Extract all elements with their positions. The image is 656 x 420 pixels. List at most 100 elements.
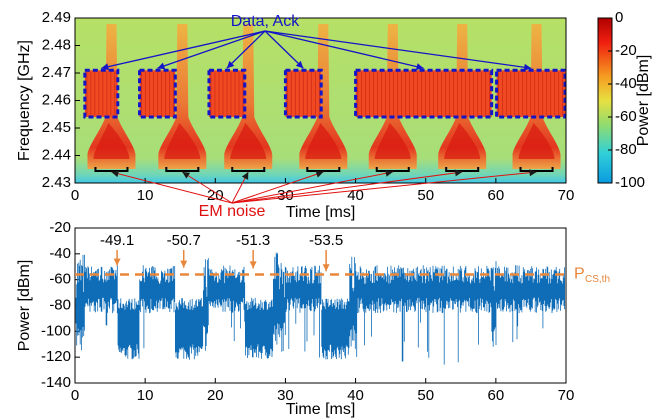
noise-bracket — [306, 167, 341, 172]
threshold-label: P — [574, 266, 585, 283]
y-tick-label: 2.44 — [42, 146, 71, 163]
em-noise-core — [305, 123, 342, 159]
packet-texture — [141, 72, 175, 115]
x-tick-label: 50 — [417, 187, 434, 204]
noise-arrow — [231, 171, 324, 204]
packet-box — [138, 68, 177, 119]
x-tick-label: 20 — [207, 387, 224, 404]
x-tick-label: 10 — [137, 387, 154, 404]
y-tick-label: -120 — [41, 348, 71, 365]
peak-arrowhead — [322, 264, 330, 272]
noise-bracket — [231, 167, 266, 172]
x-tick-label: 20 — [207, 187, 224, 204]
noise-bracket — [94, 167, 129, 172]
noise-arrow — [231, 171, 463, 204]
y-tick-label: 2.48 — [42, 36, 71, 53]
packet-arrowhead — [523, 63, 532, 71]
y-tick-label: -140 — [41, 374, 71, 391]
x-tick-label: 30 — [277, 387, 294, 404]
noise-bracket — [165, 167, 200, 172]
peak-label: -53.5 — [309, 232, 343, 249]
y-axis-label: Power [dBm] — [16, 260, 33, 352]
y-tick-label: 2.49 — [42, 9, 71, 26]
colorbar — [597, 17, 613, 184]
x-tick-label: 0 — [71, 387, 79, 404]
y-tick-label: 2.46 — [42, 91, 71, 108]
noise-bracket — [445, 167, 480, 172]
packet-texture — [86, 72, 116, 115]
y-tick-label: -20 — [49, 219, 71, 236]
colorbar-tick-label: 0 — [615, 9, 623, 26]
x-tick-label: 50 — [417, 387, 434, 404]
colorbar-tick-label: -80 — [615, 141, 637, 158]
threshold-subscript: CS,th — [585, 274, 610, 285]
packet-arrow — [101, 30, 266, 69]
packet-band — [355, 70, 492, 117]
packet-band — [84, 70, 118, 117]
packet-box — [283, 68, 323, 119]
packet-arrow — [226, 30, 266, 69]
x-axis-label: Time [ms] — [286, 401, 356, 418]
y-tick-label: -100 — [41, 322, 71, 339]
noise-bracket — [519, 167, 554, 172]
y-tick-label: -40 — [49, 245, 71, 262]
y-axis-label: Frequency [GHz] — [16, 40, 33, 161]
noise-arrow — [182, 171, 233, 204]
x-tick-label: 60 — [488, 187, 505, 204]
noise-annotation: EM noise — [199, 203, 266, 220]
x-tick-label: 10 — [137, 187, 154, 204]
y-tick-label: 2.47 — [42, 64, 71, 81]
y-tick-label: 2.43 — [42, 174, 71, 191]
noise-arrow — [111, 171, 233, 204]
x-tick-label: 70 — [558, 187, 575, 204]
em-noise-core — [374, 123, 411, 159]
spectrogram-area — [75, 18, 566, 183]
packet-box — [207, 68, 247, 119]
noise-arrowhead — [111, 170, 120, 178]
packet-arrow — [157, 30, 266, 69]
x-tick-label: 0 — [71, 187, 79, 204]
em-noise-core — [518, 123, 555, 159]
colorbar-tick-label: -60 — [615, 108, 637, 125]
em-noise — [224, 24, 273, 169]
packet-texture — [357, 72, 491, 115]
noise-bracket — [375, 167, 410, 172]
peak-arrowhead — [180, 260, 188, 268]
packet-box — [495, 68, 567, 119]
x-tick-label: 40 — [347, 387, 364, 404]
packet-texture — [210, 72, 244, 115]
em-noise-core — [93, 123, 130, 159]
packet-texture — [286, 72, 320, 115]
em-noise — [158, 24, 207, 169]
x-tick-label: 60 — [488, 387, 505, 404]
packet-arrowhead — [295, 60, 304, 69]
peak-label: -49.1 — [100, 232, 134, 249]
packet-arrowhead — [101, 63, 109, 71]
power-trace — [75, 252, 565, 365]
packet-box — [83, 68, 120, 119]
noise-arrowhead — [529, 169, 537, 177]
plot-frame — [74, 227, 567, 384]
noise-arrowhead — [385, 169, 393, 177]
noise-arrowhead — [241, 172, 249, 180]
noise-arrow — [231, 171, 393, 204]
y-tick-label: -80 — [49, 296, 71, 313]
peak-label: -50.7 — [167, 232, 201, 249]
packet-arrowhead — [415, 63, 424, 71]
packet-box — [354, 68, 494, 119]
packet-arrow — [264, 30, 532, 69]
noise-arrowhead — [182, 172, 191, 179]
em-noise-core — [230, 123, 267, 159]
packet-arrow — [264, 30, 304, 69]
peak-label: -51.3 — [236, 232, 270, 249]
packet-arrowhead — [157, 62, 166, 70]
em-noise-core — [164, 123, 201, 159]
x-tick-label: 70 — [558, 387, 575, 404]
peak-arrowhead — [113, 258, 121, 266]
noise-arrowhead — [315, 170, 324, 178]
colorbar-label: Power [dBm] — [635, 55, 652, 147]
y-tick-label: 2.45 — [42, 119, 71, 136]
colorbar-tick-label: -40 — [615, 75, 637, 92]
packet-annotation: Data, Ack — [231, 13, 300, 30]
